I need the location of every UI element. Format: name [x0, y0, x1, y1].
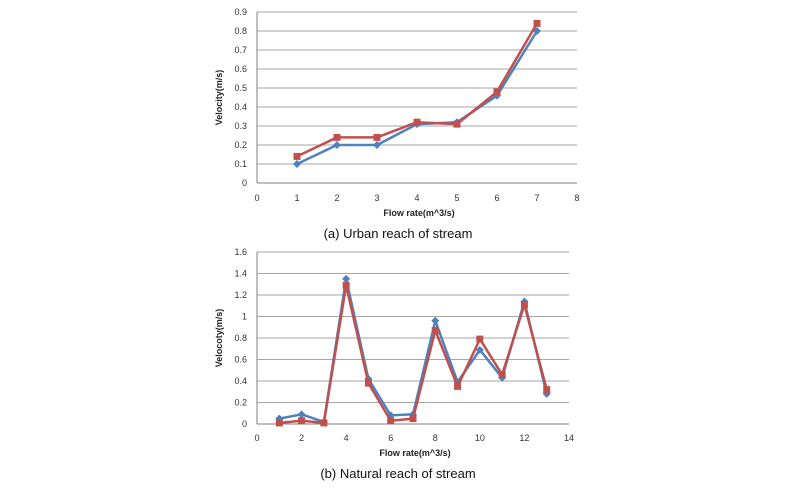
x-tick-label: 0: [254, 433, 259, 443]
y-tick-label: 0.1: [234, 159, 247, 169]
series-1-point: [333, 141, 341, 149]
x-tick-label: 10: [475, 433, 485, 443]
series-2-point: [476, 335, 484, 343]
series-2-point: [454, 382, 462, 390]
y-tick-label: 0: [242, 419, 247, 429]
series-2-point: [453, 120, 461, 128]
y-tick-label: 1.6: [234, 247, 247, 257]
series-2-point: [520, 301, 528, 309]
series-2-point: [298, 417, 306, 425]
series-2-point: [293, 152, 301, 160]
x-tick-label: 1: [294, 193, 299, 203]
y-axis-title: Velocity(m/s): [214, 70, 224, 126]
chart-urban: 0 0.1 0.2 0.3 0.4 0.5 0.6 0.7 0.8 0.9 0 1 2 3 4 5 6 7 8 Flo…: [214, 7, 580, 241]
series-2-point: [413, 118, 421, 126]
x-axis-title: Flow rate(m^3/s): [383, 208, 454, 218]
y-tick-label: 0.5: [234, 83, 247, 93]
y-tick-label: 0.4: [234, 102, 247, 112]
x-tick-label: 14: [564, 433, 574, 443]
series-1-point: [297, 410, 306, 419]
y-tick-label: 0.7: [234, 45, 247, 55]
y-tick-label: 0.4: [234, 376, 247, 386]
y-axis-title: Velocoty(m/s): [214, 309, 224, 368]
series-2-point: [333, 133, 341, 141]
x-tick-label: 0: [254, 193, 259, 203]
y-tick-label: 0.8: [234, 333, 247, 343]
series-1-point: [293, 160, 301, 168]
x-tick-label: 4: [414, 193, 419, 203]
series-1-point: [431, 316, 440, 325]
x-tick-label: 5: [454, 193, 459, 203]
series-2-point: [431, 326, 439, 334]
series-2-point: [364, 379, 372, 387]
series-2-point: [493, 88, 501, 96]
series-2-point: [409, 415, 417, 423]
y-tick-label: 0.2: [234, 140, 247, 150]
series-1-point: [373, 141, 381, 149]
y-tick-label: 0.8: [234, 26, 247, 36]
x-tick-label: 12: [519, 433, 529, 443]
series-2-point: [275, 419, 283, 427]
series-2-point: [387, 417, 395, 425]
series-2-point: [320, 419, 328, 427]
x-tick-label: 2: [299, 433, 304, 443]
x-tick-label: 8: [433, 433, 438, 443]
x-tick-label: 6: [494, 193, 499, 203]
figure-caption: (b) Natural reach of stream: [320, 466, 475, 481]
x-tick-label: 3: [374, 193, 379, 203]
y-tick-label: 0.9: [234, 7, 247, 17]
figure-caption: (a) Urban reach of stream: [324, 226, 473, 241]
x-tick-label: 4: [344, 433, 349, 443]
y-tick-label: 0: [242, 178, 247, 188]
x-tick-label: 7: [534, 193, 539, 203]
series-1-line: [279, 277, 548, 424]
y-tick-label: 0.6: [234, 355, 247, 365]
series-1-line: [296, 30, 539, 166]
series-2-point: [342, 281, 350, 289]
x-tick-label: 6: [388, 433, 393, 443]
y-tick-label: 1.2: [234, 290, 247, 300]
x-tick-label: 2: [334, 193, 339, 203]
chart-natural: 0 0.2 0.4 0.6 0.8 1 1.2 1.4 1.6 0 2 4 6 8 10 12 14 Flow r…: [214, 247, 574, 481]
series-2-point: [373, 133, 381, 141]
series-2-point: [533, 19, 541, 27]
y-tick-label: 0.3: [234, 121, 247, 131]
series-1-point: [342, 274, 351, 283]
series-2-point: [543, 386, 551, 394]
y-tick-label: 1: [242, 312, 247, 322]
series-1-point: [475, 345, 484, 354]
x-tick-label: 8: [574, 193, 579, 203]
y-tick-label: 1.4: [234, 269, 247, 279]
x-axis-title: Flow rate(m^3/s): [379, 448, 450, 458]
y-tick-label: 0.2: [234, 398, 247, 408]
y-tick-label: 0.6: [234, 64, 247, 74]
series-2-point: [498, 371, 506, 379]
